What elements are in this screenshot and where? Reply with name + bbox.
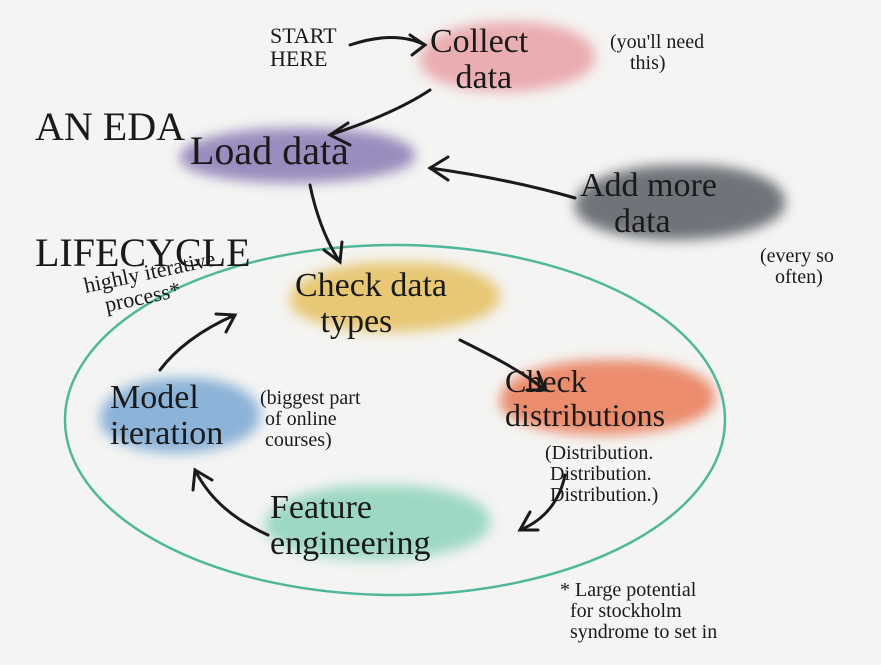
node-add-more-data: Add more data xyxy=(580,168,717,239)
node-feature-engineering: Feature engineering xyxy=(270,490,431,561)
note-add-more-data: (every so often) xyxy=(760,246,834,288)
start-here-label: START HERE xyxy=(270,24,337,70)
node-check-data-types: Check data types xyxy=(295,268,447,339)
note-model-iteration: (biggest part of online courses) xyxy=(260,388,361,451)
node-load-data: Load data xyxy=(190,130,349,172)
node-check-distributions: Check distributions xyxy=(505,365,665,432)
node-model-iteration: Model iteration xyxy=(110,380,223,451)
note-collect-data: (you'll need this) xyxy=(610,32,704,74)
note-check-distributions: (Distribution. Distribution. Distributio… xyxy=(545,443,658,506)
annotation-footnote: * Large potential for stockholm syndrome… xyxy=(560,580,717,643)
node-collect-data: Collect data xyxy=(430,24,528,95)
